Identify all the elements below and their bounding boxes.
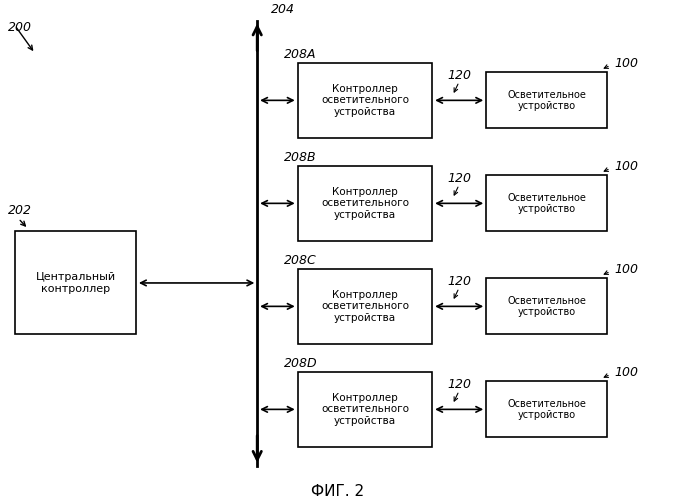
FancyBboxPatch shape xyxy=(297,269,432,344)
FancyBboxPatch shape xyxy=(297,63,432,138)
FancyBboxPatch shape xyxy=(15,232,136,334)
Text: 208D: 208D xyxy=(284,357,318,370)
Text: 120: 120 xyxy=(448,172,471,185)
Text: Контроллер
осветительного
устройства: Контроллер осветительного устройства xyxy=(321,393,409,426)
Text: 208B: 208B xyxy=(284,151,317,164)
Text: 208C: 208C xyxy=(284,253,317,266)
FancyBboxPatch shape xyxy=(486,72,607,128)
Text: Осветительное
устройство: Осветительное устройство xyxy=(507,89,586,111)
FancyBboxPatch shape xyxy=(297,166,432,241)
Text: Осветительное
устройство: Осветительное устройство xyxy=(507,295,586,317)
Text: 208A: 208A xyxy=(284,47,316,60)
Text: Контроллер
осветительного
устройства: Контроллер осветительного устройства xyxy=(321,290,409,323)
Text: 100: 100 xyxy=(614,366,638,379)
Text: Контроллер
осветительного
устройства: Контроллер осветительного устройства xyxy=(321,84,409,117)
Text: 202: 202 xyxy=(8,205,32,218)
Text: 200: 200 xyxy=(8,21,32,34)
Text: Осветительное
устройство: Осветительное устройство xyxy=(507,399,586,420)
FancyBboxPatch shape xyxy=(486,381,607,438)
Text: 204: 204 xyxy=(270,3,295,16)
Text: Центральный
контроллер: Центральный контроллер xyxy=(35,272,116,294)
FancyBboxPatch shape xyxy=(297,372,432,447)
Text: 120: 120 xyxy=(448,378,471,391)
FancyBboxPatch shape xyxy=(486,175,607,232)
Text: 120: 120 xyxy=(448,274,471,287)
Text: 100: 100 xyxy=(614,57,638,70)
Text: 120: 120 xyxy=(448,69,471,82)
Text: ФИГ. 2: ФИГ. 2 xyxy=(312,485,364,499)
Text: Контроллер
осветительного
устройства: Контроллер осветительного устройства xyxy=(321,187,409,220)
Text: 100: 100 xyxy=(614,160,638,173)
FancyBboxPatch shape xyxy=(486,278,607,334)
Text: 100: 100 xyxy=(614,263,638,276)
Text: Осветительное
устройство: Осветительное устройство xyxy=(507,193,586,214)
